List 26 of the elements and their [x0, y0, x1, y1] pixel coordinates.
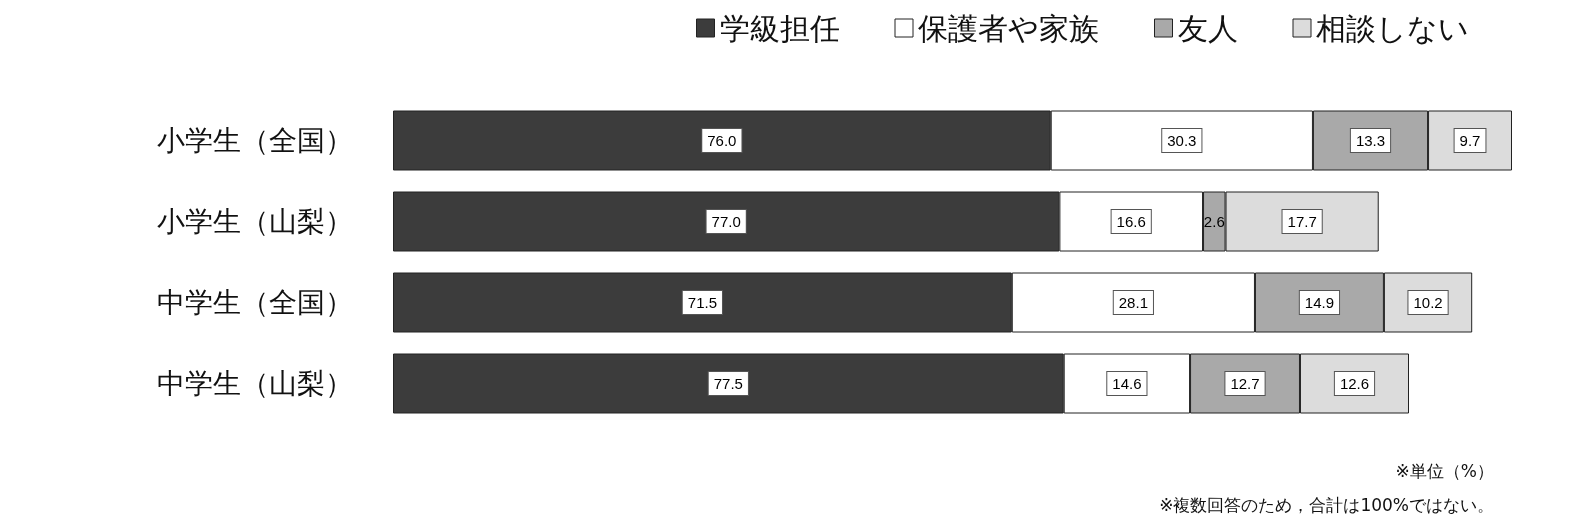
data-label: 2.6: [1203, 213, 1225, 230]
data-label: 13.3: [1355, 132, 1386, 149]
data-label: 14.6: [1112, 375, 1142, 392]
data-label: 9.7: [1459, 132, 1481, 149]
data-label: 17.7: [1287, 213, 1317, 230]
data-label: 77.5: [713, 375, 743, 392]
legend-label: 学級担任: [719, 10, 840, 46]
data-label: 76.0: [707, 132, 737, 149]
legend-label: 相談しない: [1316, 10, 1469, 46]
legend-label: 友人: [1177, 10, 1238, 46]
data-label: 12.6: [1339, 375, 1370, 392]
data-label: 16.6: [1116, 213, 1146, 230]
y-tick-label: 小学生（全国）: [157, 124, 353, 157]
text: ※単位（%）: [1395, 460, 1495, 481]
data-label: 10.2: [1413, 294, 1443, 311]
data-label: 30.3: [1167, 132, 1197, 149]
data-label: 77.0: [711, 213, 741, 230]
y-tick-label: 小学生（山梨）: [157, 205, 353, 238]
data-label: 28.1: [1118, 294, 1148, 311]
legend-label: 保護者や家族: [918, 10, 1099, 46]
y-tick-label: 中学生（山梨）: [157, 367, 353, 400]
data-label: 71.5: [687, 294, 717, 311]
y-tick-label: 中学生（全国）: [157, 286, 353, 319]
data-label: 12.7: [1230, 375, 1260, 392]
data-label: 14.9: [1304, 294, 1335, 311]
text: ※複数回答のため，合計は100%ではない。: [1159, 494, 1495, 515]
